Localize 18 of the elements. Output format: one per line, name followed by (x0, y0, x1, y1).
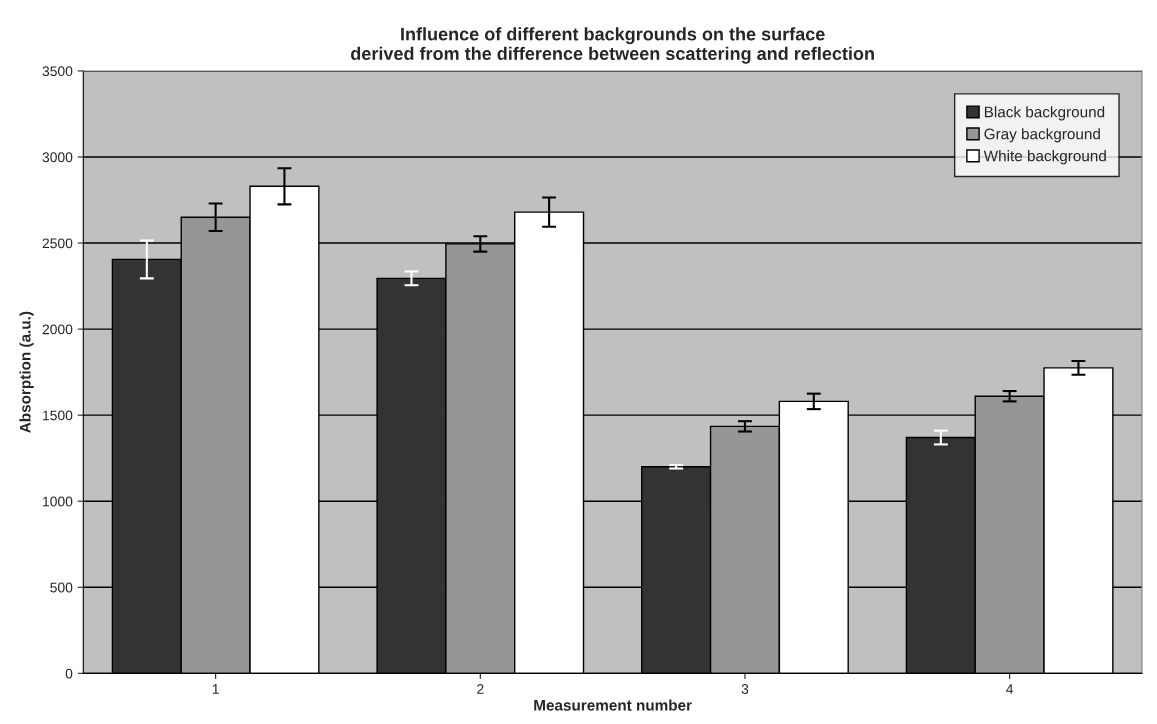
y-tick-label: 0 (65, 668, 73, 679)
x-axis-title: Measurement number (534, 699, 692, 711)
x-tick-label: 2 (477, 684, 484, 694)
y-tick-label: 1500 (43, 410, 73, 421)
x-tick-label: 4 (1006, 684, 1014, 694)
y-tick-label: 2500 (42, 238, 73, 249)
legend-label: Gray background (984, 128, 1100, 143)
x-tick-label: 3 (741, 684, 749, 694)
y-tick-label: 3500 (42, 66, 73, 77)
y-tick-label: 500 (50, 582, 73, 593)
chart-title: Influence of different backgrounds on the surface derived from the difference between scattering and reflection (351, 27, 874, 64)
legend-label: White background (983, 150, 1106, 165)
y-axis-title: Absorption (a.u.) (19, 311, 34, 433)
x-tick-label: 1 (212, 684, 219, 694)
legend-label: Black background (984, 106, 1105, 121)
y-tick-label: 1000 (43, 496, 73, 507)
y-tick-label: 2000 (42, 324, 73, 335)
y-tick-label: 3000 (42, 152, 73, 163)
